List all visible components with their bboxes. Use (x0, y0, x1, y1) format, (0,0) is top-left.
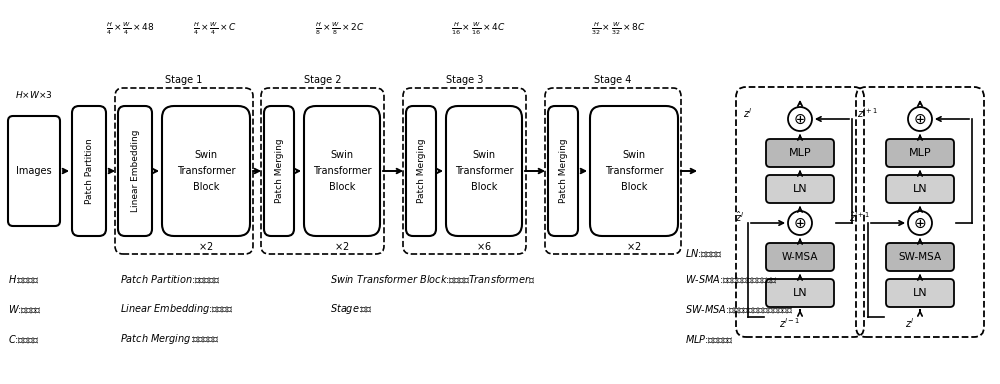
Text: Transformer: Transformer (605, 166, 663, 176)
Text: MLP: MLP (909, 148, 931, 158)
Text: $\frac{H}{8}\times\frac{W}{8}\times2C$: $\frac{H}{8}\times\frac{W}{8}\times2C$ (315, 21, 365, 37)
Text: $\it{LN}$:层归一化: $\it{LN}$:层归一化 (685, 247, 722, 259)
Circle shape (788, 211, 812, 235)
Text: Stage 4: Stage 4 (594, 75, 632, 85)
Text: $z^{l-1}$: $z^{l-1}$ (779, 316, 801, 330)
Text: Swin: Swin (472, 150, 496, 160)
Text: Block: Block (621, 182, 647, 192)
Text: Patch Merging: Patch Merging (274, 139, 284, 203)
Text: $H$$\times$$W$$\times$3: $H$$\times$$W$$\times$3 (15, 88, 53, 99)
Text: Transformer: Transformer (313, 166, 371, 176)
Text: LN: LN (913, 288, 927, 298)
FancyBboxPatch shape (118, 106, 152, 236)
Text: $\it{W\text{-}SMA}$:基于窗口的多头自注意力: $\it{W\text{-}SMA}$:基于窗口的多头自注意力 (685, 273, 778, 285)
Text: Stage 2: Stage 2 (304, 75, 341, 85)
Text: LN: LN (913, 184, 927, 194)
Circle shape (908, 107, 932, 131)
Text: $\oplus$: $\oplus$ (913, 215, 927, 230)
Text: Stage 3: Stage 3 (446, 75, 483, 85)
Text: $\it{W}$:图像宽度: $\it{W}$:图像宽度 (8, 303, 42, 315)
Circle shape (908, 211, 932, 235)
Text: Transformer: Transformer (177, 166, 235, 176)
FancyBboxPatch shape (406, 106, 436, 236)
Text: Images: Images (16, 166, 52, 176)
Text: Swin: Swin (194, 150, 218, 160)
Text: $\frac{H}{4}\times\frac{W}{4}\times48$: $\frac{H}{4}\times\frac{W}{4}\times48$ (106, 21, 154, 37)
FancyBboxPatch shape (886, 243, 954, 271)
Text: $\it{Patch\ Merging}$:图像块融合: $\it{Patch\ Merging}$:图像块融合 (120, 332, 219, 346)
FancyBboxPatch shape (766, 139, 834, 167)
Text: $\times$2: $\times$2 (334, 240, 350, 252)
Text: $z^{l+1}$: $z^{l+1}$ (857, 106, 879, 120)
FancyBboxPatch shape (548, 106, 578, 236)
Text: $\times$2: $\times$2 (626, 240, 642, 252)
Text: Patch Merging: Patch Merging (416, 139, 426, 203)
Text: $\it{SW\text{-}MSA}$:基于移位窗口的多头自注意力: $\it{SW\text{-}MSA}$:基于移位窗口的多头自注意力 (685, 303, 794, 315)
FancyBboxPatch shape (766, 279, 834, 307)
FancyBboxPatch shape (886, 175, 954, 203)
Text: LN: LN (793, 184, 807, 194)
Text: LN: LN (793, 288, 807, 298)
Text: Patch Merging: Patch Merging (558, 139, 568, 203)
Text: $\hat{z}^l$: $\hat{z}^l$ (735, 210, 745, 224)
Text: $\it{Patch\ Partition}$:图像块划分: $\it{Patch\ Partition}$:图像块划分 (120, 273, 221, 285)
Text: $\it{Swin\ Transformer\ Block}$:移位窗口$\it{Transformer}$块: $\it{Swin\ Transformer\ Block}$:移位窗口$\it… (330, 273, 535, 285)
FancyBboxPatch shape (766, 243, 834, 271)
FancyBboxPatch shape (8, 116, 60, 226)
FancyBboxPatch shape (72, 106, 106, 236)
FancyBboxPatch shape (886, 279, 954, 307)
Text: $z^{l}$: $z^{l}$ (905, 316, 915, 330)
Text: $z^l$: $z^l$ (743, 106, 753, 120)
Text: Block: Block (193, 182, 219, 192)
Text: Swin: Swin (330, 150, 354, 160)
FancyBboxPatch shape (590, 106, 678, 236)
Text: $\hat{z}^{l+1}$: $\hat{z}^{l+1}$ (849, 210, 871, 224)
Text: Stage 1: Stage 1 (165, 75, 203, 85)
Text: $\oplus$: $\oplus$ (913, 111, 927, 126)
FancyBboxPatch shape (264, 106, 294, 236)
FancyBboxPatch shape (304, 106, 380, 236)
Text: $\it{H}$:图像高度: $\it{H}$:图像高度 (8, 273, 40, 285)
Text: Block: Block (471, 182, 497, 192)
Text: W-MSA: W-MSA (782, 252, 818, 262)
Text: $\it{C}$:图像通道: $\it{C}$:图像通道 (8, 333, 39, 345)
Text: $\frac{H}{32}\times\frac{W}{32}\times8C$: $\frac{H}{32}\times\frac{W}{32}\times8C$ (591, 21, 645, 37)
Text: Linear Embedding: Linear Embedding (130, 130, 140, 212)
Text: Swin: Swin (622, 150, 646, 160)
Text: $\frac{H}{4}\times\frac{W}{4}\times C$: $\frac{H}{4}\times\frac{W}{4}\times C$ (193, 21, 237, 37)
Text: Transformer: Transformer (455, 166, 513, 176)
FancyBboxPatch shape (162, 106, 250, 236)
Text: $\frac{H}{16}\times\frac{W}{16}\times4C$: $\frac{H}{16}\times\frac{W}{16}\times4C$ (451, 21, 505, 37)
Circle shape (788, 107, 812, 131)
Text: $\it{MLP}$:多层感知机: $\it{MLP}$:多层感知机 (685, 333, 734, 345)
Text: $\times$6: $\times$6 (476, 240, 492, 252)
Text: Patch Partition: Patch Partition (84, 138, 94, 204)
FancyBboxPatch shape (766, 175, 834, 203)
Text: SW-MSA: SW-MSA (898, 252, 942, 262)
FancyBboxPatch shape (886, 139, 954, 167)
Text: $\it{Stage}$:阶段: $\it{Stage}$:阶段 (330, 302, 373, 316)
Text: $\times$2: $\times$2 (198, 240, 214, 252)
Text: MLP: MLP (789, 148, 811, 158)
Text: Block: Block (329, 182, 355, 192)
Text: $\it{Linear\ Embedding}$:线性嵌入: $\it{Linear\ Embedding}$:线性嵌入 (120, 302, 233, 316)
Text: $\oplus$: $\oplus$ (793, 215, 807, 230)
FancyBboxPatch shape (446, 106, 522, 236)
Text: $\oplus$: $\oplus$ (793, 111, 807, 126)
